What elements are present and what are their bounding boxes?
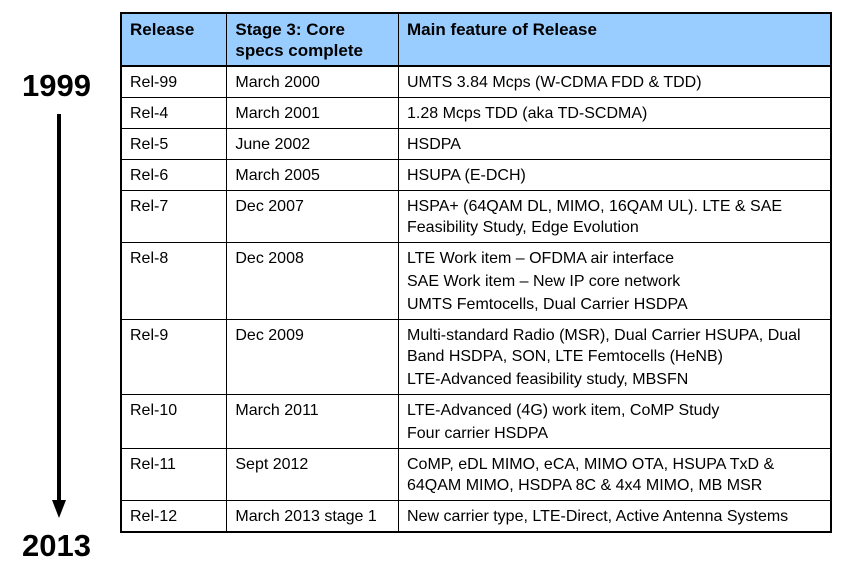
release-cell: Rel-9	[120, 319, 228, 395]
feature-cell: HSPA+ (64QAM DL, MIMO, 16QAM UL). LTE & …	[398, 190, 832, 243]
header-stage3-line1: Stage 3: Core	[235, 20, 345, 39]
release-cell: Rel-10	[120, 394, 228, 449]
stage3-date-cell: March 2005	[226, 159, 399, 191]
stage3-date-cell: June 2002	[226, 128, 399, 160]
stage3-date-cell: Dec 2009	[226, 319, 399, 395]
timeline-arrow-shaft	[57, 114, 61, 508]
table-header-row: Release Stage 3: Core specs complete Mai…	[120, 12, 832, 67]
feature-cell: LTE Work item – OFDMA air interface SAE W…	[398, 242, 832, 320]
feature-cell: HSDPA	[398, 128, 832, 160]
feature-line: New carrier type, LTE-Direct, Active Ant…	[407, 508, 789, 525]
header-feature: Main feature of Release	[398, 12, 832, 67]
feature-line: LTE-Advanced (4G) work item, CoMP Study	[407, 402, 720, 419]
table-row: Rel-5 June 2002 HSDPA	[120, 128, 832, 160]
table-row: Rel-12 March 2013 stage 1 New carrier type…	[120, 500, 832, 533]
table-row: Rel-99 March 2000 UMTS 3.84 Mcps (W-CDMA F…	[120, 65, 832, 98]
table-row: Rel-11 Sept 2012 CoMP, eDL MIMO, eCA, MIMO…	[120, 448, 832, 501]
header-stage3: Stage 3: Core specs complete	[226, 12, 399, 67]
feature-cell: UMTS 3.84 Mcps (W-CDMA FDD & TDD)	[398, 65, 832, 98]
feature-cell: HSUPA (E-DCH)	[398, 159, 832, 191]
stage3-date-cell: March 2001	[226, 97, 399, 129]
feature-line: UMTS Femtocells, Dual Carrier HSDPA	[407, 296, 688, 313]
feature-line: Four carrier HSDPA	[407, 425, 549, 442]
feature-line: HSDPA	[407, 136, 461, 153]
stage3-date-cell: March 2000	[226, 65, 399, 98]
feature-line: LTE Work item – OFDMA air interface	[407, 250, 675, 267]
table-row: Rel-4 March 2001 1.28 Mcps TDD (aka TD-SCD…	[120, 97, 832, 129]
stage3-date-cell: March 2011	[226, 394, 399, 449]
stage3-date-cell: Dec 2008	[226, 242, 399, 320]
feature-line: SAE Work item – New IP core network	[407, 273, 681, 290]
table-body: Rel-99 March 2000 UMTS 3.84 Mcps (W-CDMA F…	[120, 65, 832, 533]
feature-line: Multi-standard Radio (MSR), Dual Carrier…	[407, 327, 801, 365]
release-cell: Rel-8	[120, 242, 228, 320]
table-row: Rel-8 Dec 2008 LTE Work item – OFDMA air i…	[120, 242, 832, 320]
stage3-date-cell: Sept 2012	[226, 448, 399, 501]
feature-line: HSPA+ (64QAM DL, MIMO, 16QAM UL). LTE & …	[407, 198, 783, 236]
feature-cell: New carrier type, LTE-Direct, Active Ant…	[398, 500, 832, 533]
feature-cell: CoMP, eDL MIMO, eCA, MIMO OTA, HSUPA TxD…	[398, 448, 832, 501]
feature-line: 1.28 Mcps TDD (aka TD-SCDMA)	[407, 105, 648, 122]
feature-line: HSUPA (E-DCH)	[407, 167, 526, 184]
release-cell: Rel-6	[120, 159, 228, 191]
feature-line: LTE-Advanced feasibility study, MBSFN	[407, 371, 689, 388]
table-row: Rel-10 March 2011 LTE-Advanced (4G) work i…	[120, 394, 832, 449]
feature-line: CoMP, eDL MIMO, eCA, MIMO OTA, HSUPA TxD…	[407, 456, 775, 494]
table-row: Rel-7 Dec 2007 HSPA+ (64QAM DL, MIMO, 16QA…	[120, 190, 832, 243]
release-cell: Rel-7	[120, 190, 228, 243]
stage3-date-cell: March 2013 stage 1	[226, 500, 399, 533]
release-cell: Rel-12	[120, 500, 228, 533]
release-cell: Rel-5	[120, 128, 228, 160]
feature-cell: 1.28 Mcps TDD (aka TD-SCDMA)	[398, 97, 832, 129]
release-cell: Rel-99	[120, 65, 228, 98]
timeline-start-year: 1999	[22, 68, 91, 103]
feature-cell: Multi-standard Radio (MSR), Dual Carrier…	[398, 319, 832, 395]
header-stage3-line2: specs complete	[235, 41, 363, 60]
timeline-arrow-head-icon	[52, 500, 66, 518]
header-release: Release	[120, 12, 228, 67]
release-cell: Rel-11	[120, 448, 228, 501]
feature-cell: LTE-Advanced (4G) work item, CoMP Study F…	[398, 394, 832, 449]
timeline-end-year: 2013	[22, 528, 91, 563]
table-row: Rel-9 Dec 2009 Multi-standard Radio (MSR),…	[120, 319, 832, 395]
feature-line: UMTS 3.84 Mcps (W-CDMA FDD & TDD)	[407, 74, 702, 91]
releases-table: Release Stage 3: Core specs complete Mai…	[120, 12, 832, 533]
table-row: Rel-6 March 2005 HSUPA (E-DCH)	[120, 159, 832, 191]
stage3-date-cell: Dec 2007	[226, 190, 399, 243]
release-cell: Rel-4	[120, 97, 228, 129]
